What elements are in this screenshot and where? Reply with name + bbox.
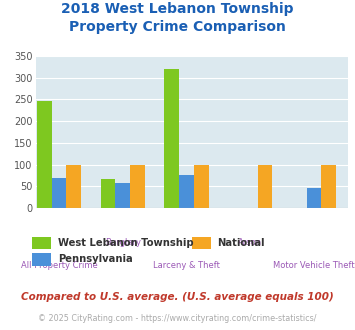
Bar: [37, 101, 52, 208]
Text: © 2025 CityRating.com - https://www.cityrating.com/crime-statistics/: © 2025 CityRating.com - https://www.city…: [38, 314, 317, 323]
Text: Larceny & Theft: Larceny & Theft: [153, 261, 220, 270]
Text: National: National: [218, 238, 265, 248]
Text: Compared to U.S. average. (U.S. average equals 100): Compared to U.S. average. (U.S. average …: [21, 292, 334, 302]
Bar: [52, 179, 66, 208]
Text: West Lebanon Township: West Lebanon Township: [58, 238, 193, 248]
Bar: [66, 165, 81, 208]
Bar: [101, 179, 115, 208]
Bar: [115, 183, 130, 208]
Bar: [258, 165, 272, 208]
Bar: [179, 175, 194, 208]
Text: Pennsylvania: Pennsylvania: [58, 254, 133, 264]
Bar: [164, 69, 179, 208]
Text: Arson: Arson: [238, 239, 262, 248]
Bar: [194, 165, 209, 208]
Bar: [130, 165, 145, 208]
Text: 2018 West Lebanon Township
Property Crime Comparison: 2018 West Lebanon Township Property Crim…: [61, 2, 294, 34]
Text: Motor Vehicle Theft: Motor Vehicle Theft: [273, 261, 355, 270]
Bar: [307, 187, 321, 208]
Text: All Property Crime: All Property Crime: [21, 261, 98, 270]
Text: Burglary: Burglary: [105, 239, 141, 248]
Bar: [321, 165, 336, 208]
